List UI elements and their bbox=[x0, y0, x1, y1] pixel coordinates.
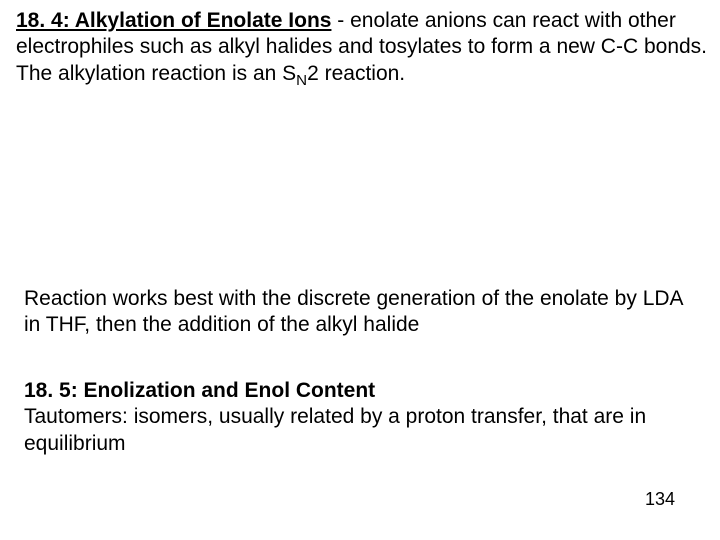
section-2-text: Tautomers: isomers, usually related by a… bbox=[24, 405, 646, 454]
slide: 18. 4: Alkylation of Enolate Ions - enol… bbox=[0, 0, 720, 540]
middle-text: Reaction works best with the discrete ge… bbox=[24, 287, 682, 336]
middle-paragraph: Reaction works best with the discrete ge… bbox=[24, 286, 704, 339]
section-2-paragraph: 18. 5: Enolization and Enol Content Taut… bbox=[24, 378, 704, 457]
section-1-subscript: N bbox=[296, 72, 307, 89]
section-2-title: 18. 5: Enolization and Enol Content bbox=[24, 379, 375, 402]
page-number: 134 bbox=[645, 489, 675, 510]
section-1-title: 18. 4: Alkylation of Enolate Ions bbox=[16, 9, 331, 32]
section-1-text-b: 2 reaction. bbox=[307, 62, 405, 85]
section-1-paragraph: 18. 4: Alkylation of Enolate Ions - enol… bbox=[16, 8, 711, 87]
